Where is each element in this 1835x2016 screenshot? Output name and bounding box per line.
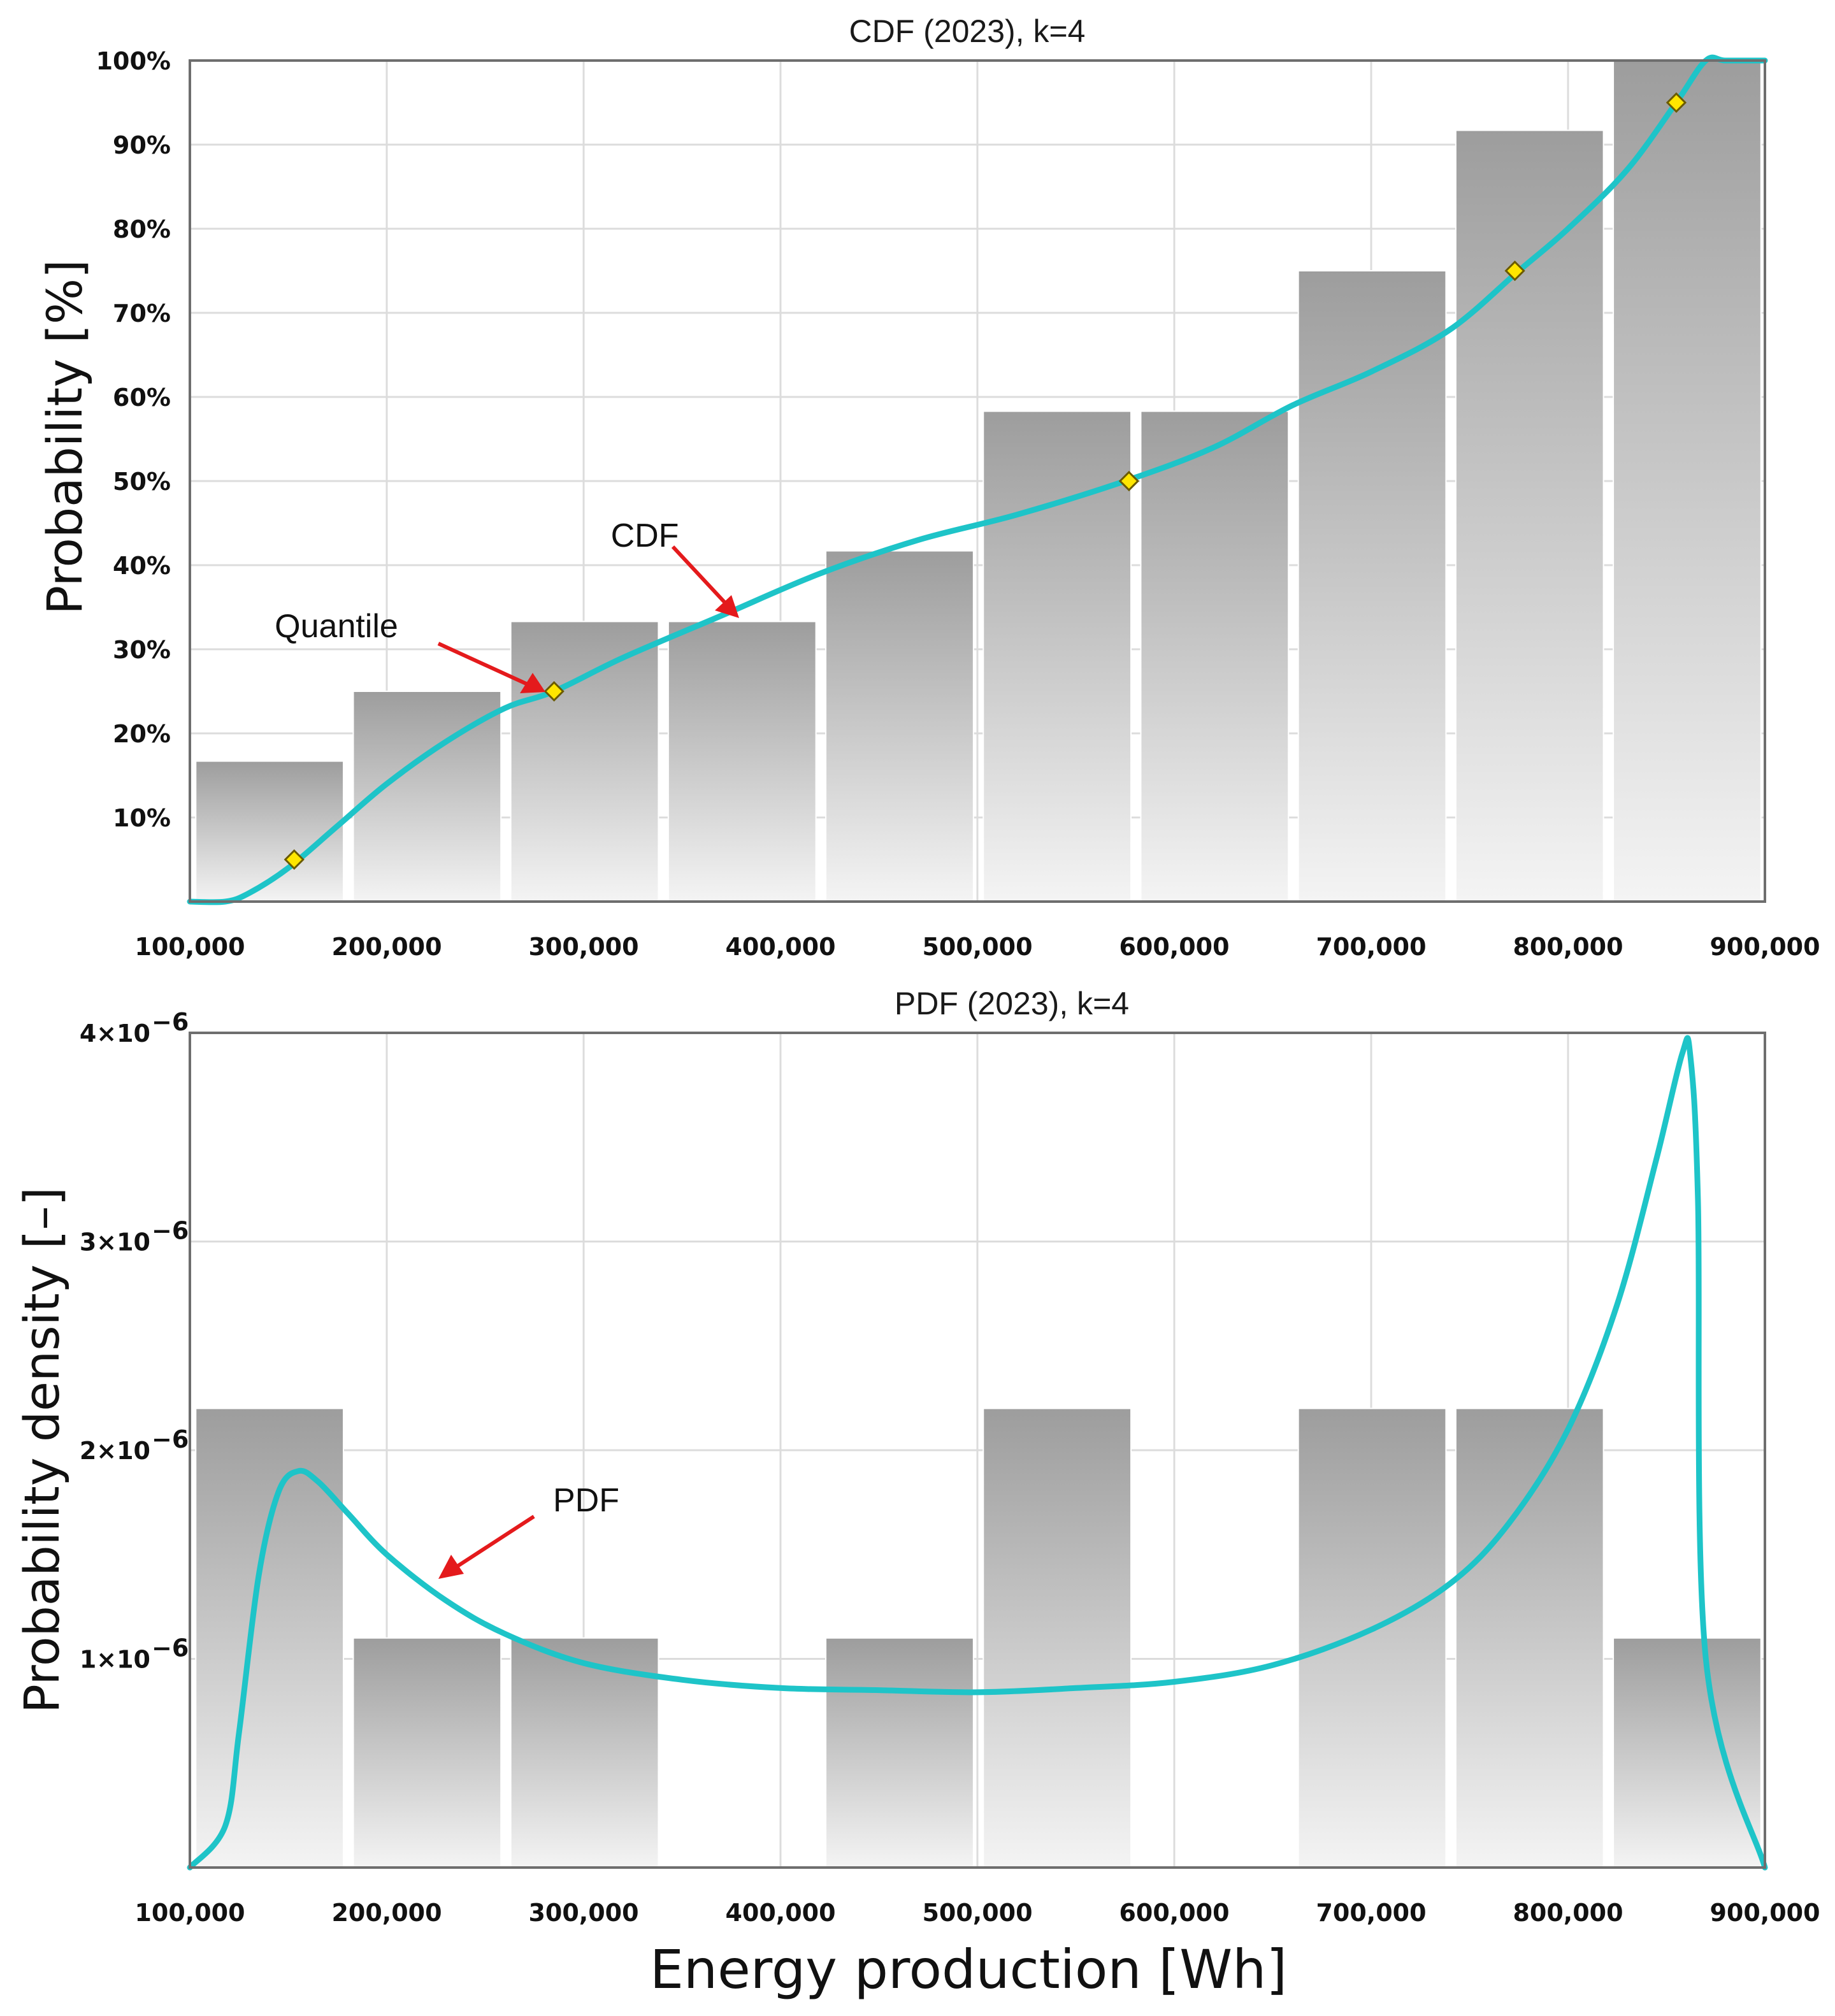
cdf-x-tick-labels: 100,000 200,000 300,000 400,000 500,000 600,0… <box>134 933 1820 961</box>
y-tick-label: 4×10 <box>80 1019 150 1048</box>
y-tick-exponent: −6 <box>152 1217 189 1245</box>
y-tick-label: 50% <box>113 468 171 496</box>
pdf-bars <box>195 1408 1762 1868</box>
histogram-bar <box>1297 1408 1447 1868</box>
x-tick-label: 900,000 <box>1709 1899 1820 1927</box>
y-tick-label: 40% <box>113 552 171 580</box>
y-tick-label: 60% <box>113 384 171 412</box>
histogram-bar <box>825 1637 974 1868</box>
x-tick-label: 100,000 <box>134 1899 245 1927</box>
x-tick-label: 900,000 <box>1709 933 1820 961</box>
quantile-annotation-arrow <box>437 642 545 693</box>
pdf-x-tick-labels: 100,000 200,000 300,000 400,000 500,000 600,0… <box>134 1899 1820 1927</box>
x-tick-label: 600,000 <box>1119 1899 1229 1927</box>
histogram-bar <box>982 1408 1132 1868</box>
histogram-bar <box>1613 1637 1762 1868</box>
pdf-curve <box>187 1035 1768 1871</box>
histogram-bar <box>667 621 817 902</box>
y-tick-label: 30% <box>113 636 171 664</box>
quantile-marker <box>1504 260 1525 282</box>
y-tick-exponent: −6 <box>152 1008 189 1036</box>
x-tick-label: 300,000 <box>528 933 638 961</box>
histogram-bar <box>1455 129 1604 902</box>
cdf-y-tick-labels: 10% 20% 30% 40% 50% 60% 70% 80% 90% 100% <box>96 47 171 832</box>
histogram-bar <box>1455 1408 1604 1868</box>
x-tick-label: 100,000 <box>134 933 245 961</box>
y-tick-label: 70% <box>113 299 171 328</box>
pdf-y-tick-labels: 1×10 −62×10 −63×10 −64×10 −6 <box>80 1008 189 1674</box>
x-tick-label: 400,000 <box>725 1899 835 1927</box>
x-tick-label: 800,000 <box>1513 1899 1623 1927</box>
cdf-bars <box>195 60 1762 903</box>
y-tick-exponent: −6 <box>152 1634 189 1662</box>
y-tick-label: 80% <box>113 215 171 243</box>
x-tick-label: 300,000 <box>528 1899 638 1927</box>
cdf-chart-title: CDF (2023), k=4 <box>849 13 1086 49</box>
histogram-bar <box>1297 270 1447 902</box>
x-tick-label: 500,000 <box>922 1899 1032 1927</box>
cdf-chart: CDF (2023), k=4 10% 20% 30% 40% 50% 60% 70% 80%… <box>36 13 1820 961</box>
pdf-annotation-arrow <box>438 1515 535 1579</box>
pdf-y-axis-label: Probability density [–] <box>13 1187 70 1713</box>
cdf-quantile-markers <box>284 92 1687 870</box>
quantile-marker <box>284 849 305 870</box>
y-tick-label: 1×10 <box>80 1646 150 1674</box>
y-tick-label: 10% <box>113 804 171 832</box>
y-tick-label: 2×10 <box>80 1437 150 1465</box>
y-tick-label: 3×10 <box>80 1228 150 1256</box>
x-tick-label: 800,000 <box>1513 933 1623 961</box>
quantile-annotation-label: Quantile <box>275 608 398 645</box>
cdf-plot-frame <box>189 59 1766 903</box>
pdf-x-axis-label: Energy production [Wh] <box>650 1938 1287 2001</box>
y-tick-label: 100% <box>96 47 171 75</box>
quantile-marker <box>1118 470 1140 492</box>
cdf-curve <box>187 54 1768 905</box>
quantile-marker <box>543 680 565 702</box>
pdf-chart: PDF (2023), k=4 1×10 −62×10 −63×10 −64×10 −6… <box>13 986 1820 2001</box>
pdf-plot-frame <box>189 1032 1766 1869</box>
cdf-annotation-label: CDF <box>611 517 679 554</box>
cdf-annotation-arrow <box>671 545 739 618</box>
pdf-annotation-label: PDF <box>553 1482 619 1519</box>
histogram-bar <box>352 1637 502 1868</box>
histogram-bar <box>825 550 974 902</box>
histogram-bar <box>510 621 659 902</box>
histogram-bar <box>1140 410 1290 902</box>
x-tick-label: 700,000 <box>1316 933 1426 961</box>
quantile-marker <box>1666 92 1687 113</box>
x-tick-label: 700,000 <box>1316 1899 1426 1927</box>
x-tick-label: 400,000 <box>725 933 835 961</box>
x-tick-label: 500,000 <box>922 933 1032 961</box>
cdf-y-axis-label: Probability [%] <box>36 259 93 614</box>
x-tick-label: 600,000 <box>1119 933 1229 961</box>
histogram-bar <box>1613 60 1762 902</box>
histogram-bar <box>510 1637 659 1868</box>
y-tick-exponent: −6 <box>152 1425 189 1453</box>
x-tick-label: 200,000 <box>331 1899 442 1927</box>
y-tick-label: 20% <box>113 720 171 748</box>
x-tick-label: 200,000 <box>331 933 442 961</box>
histogram-bar <box>195 1408 345 1868</box>
pdf-chart-title: PDF (2023), k=4 <box>895 986 1129 1021</box>
y-tick-label: 90% <box>113 131 171 159</box>
